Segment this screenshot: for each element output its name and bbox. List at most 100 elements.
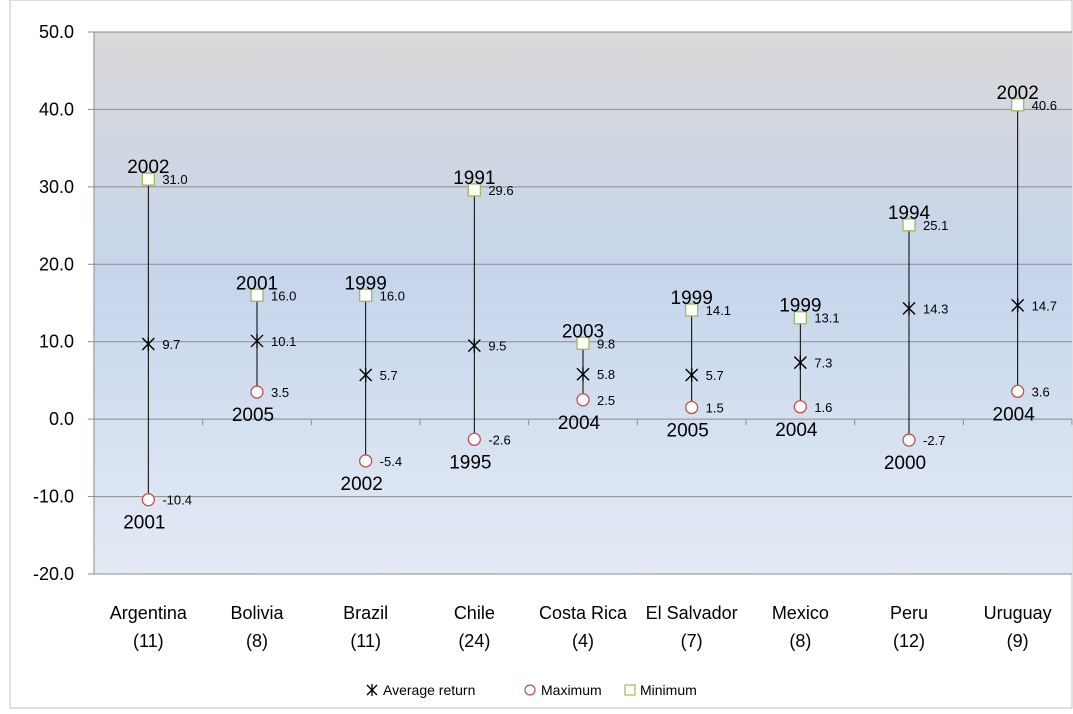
average-marker (141, 337, 155, 352)
average-value-label: 9.5 (488, 339, 506, 354)
minimum-value-label: 9.8 (597, 336, 615, 351)
x-category-label: Brazil (343, 603, 388, 623)
average-value-label: 5.7 (380, 368, 398, 383)
minimum-value-label: 29.6 (488, 183, 513, 198)
minimum-value-label: 16.0 (380, 288, 405, 303)
x-category-count: (4) (572, 631, 594, 651)
maximum-value-label: -10.4 (162, 493, 192, 508)
minimum-year-label: 1994 (888, 203, 931, 224)
legend-average-label: Average return (383, 682, 475, 698)
x-category-label: El Salvador (646, 603, 738, 623)
y-tick-label: 50.0 (39, 22, 74, 42)
maximum-value-label: 1.6 (814, 400, 832, 415)
minimum-marker (902, 218, 916, 232)
minimum-year-label: 1999 (671, 288, 713, 309)
maximum-year-label: 2004 (558, 413, 601, 434)
maximum-marker (359, 454, 373, 468)
y-tick-label: 40.0 (39, 99, 74, 119)
maximum-marker (250, 385, 264, 399)
average-value-label: 10.1 (271, 334, 296, 349)
data-markers (141, 98, 1025, 507)
minimum-year-label: 1999 (779, 296, 821, 317)
y-tick-label: 20.0 (39, 254, 74, 274)
x-category-label: Bolivia (230, 603, 284, 623)
x-category-count: (11) (133, 631, 164, 651)
minimum-marker (467, 183, 481, 197)
maximum-value-label: -2.6 (488, 432, 510, 447)
average-marker (793, 355, 807, 370)
maximum-year-label: 2000 (884, 453, 926, 474)
x-category-count: (8) (789, 631, 811, 651)
minimum-year-label: 2002 (997, 83, 1039, 104)
minimum-marker (359, 288, 373, 302)
maximum-year-label: 2002 (341, 474, 383, 495)
minimum-year-label: 1999 (345, 273, 387, 294)
x-category-count: (11) (350, 631, 381, 651)
maximum-year-label: 2001 (123, 513, 165, 534)
legend-maximum-label: Maximum (541, 682, 602, 698)
average-marker (576, 367, 590, 382)
maximum-value-label: 1.5 (706, 401, 724, 416)
x-category-label: Argentina (110, 603, 188, 623)
minimum-marker (685, 303, 699, 317)
minimum-marker (793, 311, 807, 325)
minimum-marker (141, 172, 155, 186)
average-marker (359, 368, 373, 383)
x-category-label: Costa Rica (539, 603, 628, 623)
minimum-value-label: 14.1 (706, 303, 731, 318)
minimum-value-label: 13.1 (814, 311, 839, 326)
maximum-marker (141, 493, 155, 507)
average-value-label: 7.3 (814, 356, 832, 371)
average-marker (1011, 298, 1025, 313)
y-tick-label: 10.0 (39, 332, 74, 352)
legend-minimum-icon (624, 684, 636, 696)
x-category-label: Chile (454, 603, 495, 623)
minimum-year-label: 1991 (453, 168, 495, 189)
average-marker (685, 368, 699, 383)
maximum-marker (1011, 384, 1025, 398)
y-tick-label: -20.0 (33, 564, 74, 584)
maximum-value-label: 2.5 (597, 393, 615, 408)
maximum-year-label: 2005 (232, 405, 274, 426)
average-value-label: 14.3 (923, 301, 948, 316)
minimum-marker (576, 336, 590, 350)
x-category-count: (7) (681, 631, 703, 651)
maximum-value-label: -2.7 (923, 433, 945, 448)
maximum-marker (467, 432, 481, 446)
maximum-year-label: 2005 (667, 421, 709, 442)
x-category-count: (9) (1007, 631, 1029, 651)
minimum-value-label: 16.0 (271, 288, 296, 303)
average-marker (902, 301, 916, 316)
y-tick-label: 0.0 (49, 409, 74, 429)
y-tick-label: 30.0 (39, 177, 74, 197)
minimum-year-label: 2003 (562, 321, 604, 342)
legend-minimum-label: Minimum (640, 682, 697, 698)
maximum-year-label: 1995 (449, 452, 491, 473)
minimum-value-label: 25.1 (923, 218, 948, 233)
maximum-value-label: 3.6 (1032, 384, 1050, 399)
average-value-label: 5.8 (597, 367, 615, 382)
maximum-value-label: 3.5 (271, 385, 289, 400)
maximum-year-label: 2004 (775, 420, 818, 441)
x-category-count: (8) (246, 631, 268, 651)
minimum-year-label: 2002 (127, 157, 169, 178)
minimum-year-label: 2001 (236, 273, 278, 294)
legend-average-icon (366, 684, 378, 696)
x-category-label: Mexico (772, 603, 829, 623)
maximum-value-label: -5.4 (380, 454, 402, 469)
x-category-label: Uruguay (984, 603, 1052, 623)
data-labels: 9.7-10.431.02002200110.13.516.0200120055… (123, 83, 1057, 534)
average-value-label: 9.7 (162, 337, 180, 352)
maximum-year-label: 2004 (993, 404, 1036, 425)
average-marker (250, 333, 264, 348)
average-value-label: 5.7 (706, 368, 724, 383)
minimum-value-label: 31.0 (162, 172, 187, 187)
minimum-marker (250, 288, 264, 302)
x-category-count: (24) (458, 631, 490, 651)
average-value-label: 14.7 (1032, 298, 1057, 313)
minimum-value-label: 40.6 (1032, 98, 1057, 113)
minimum-marker (1011, 98, 1025, 112)
y-tick-label: -10.0 (33, 487, 74, 507)
